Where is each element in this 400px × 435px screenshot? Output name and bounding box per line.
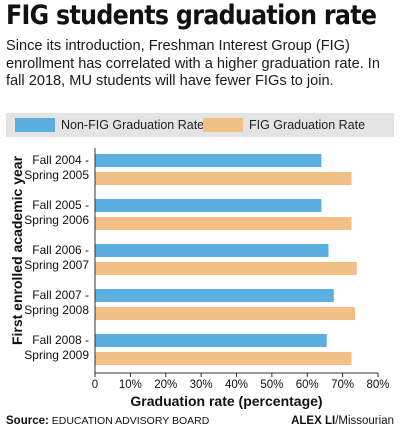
- bar-fig-1: [95, 217, 352, 230]
- page-subtitle: Since its introduction, Freshman Interes…: [6, 38, 380, 89]
- credit-outlet: /Missourian: [335, 415, 394, 427]
- category-label-0-1: Spring 2005: [24, 168, 89, 182]
- category-label-1-0: Fall 2005 -: [32, 198, 89, 212]
- source-note: Source: EDUCATION ADVISORY BOARD: [6, 415, 209, 427]
- bar-non-fig-3: [95, 289, 334, 302]
- source-label: Source:: [6, 415, 49, 427]
- category-label-2-0: Fall 2006 -: [32, 243, 89, 257]
- legend-swatch-non-fig: [15, 118, 55, 132]
- bar-non-fig-4: [95, 334, 327, 347]
- credit-note: ALEX LI/Missourian: [291, 415, 394, 427]
- legend-swatch-fig: [203, 118, 243, 132]
- bar-fig-3: [95, 307, 356, 320]
- legend-item-fig: FIG Graduation Rate: [203, 113, 365, 137]
- category-label-0-0: Fall 2004 -: [32, 153, 89, 167]
- category-label-3-1: Spring 2008: [24, 303, 89, 317]
- x-tick-label-3: 30%: [190, 379, 213, 391]
- x-tick-label-1: 10%: [119, 379, 142, 391]
- x-axis-label: Graduation rate (percentage): [130, 393, 322, 409]
- bar-fig-0: [95, 172, 352, 185]
- x-tick-label-2: 20%: [154, 379, 177, 391]
- credit-name: ALEX LI: [291, 415, 336, 427]
- category-label-4-0: Fall 2008 -: [32, 333, 89, 347]
- category-label-3-0: Fall 2007 -: [32, 288, 89, 302]
- legend-item-non-fig: Non-FIG Graduation Rate: [15, 113, 204, 137]
- legend: Non-FIG Graduation Rate FIG Graduation R…: [6, 113, 394, 137]
- bar-non-fig-1: [95, 199, 322, 212]
- x-tick-label-4: 40%: [225, 379, 248, 391]
- bar-non-fig-2: [95, 244, 329, 257]
- x-tick-label-7: 70%: [331, 379, 354, 391]
- page-title: FIG students graduation rate: [6, 0, 377, 31]
- bar-non-fig-0: [95, 154, 322, 167]
- source-name: EDUCATION ADVISORY BOARD: [51, 415, 210, 427]
- category-label-1-1: Spring 2006: [24, 213, 89, 227]
- x-tick-label-8: 80%: [366, 379, 389, 391]
- x-tick-label-6: 60%: [296, 379, 319, 391]
- legend-label-fig: FIG Graduation Rate: [249, 118, 366, 132]
- x-tick-label-5: 50%: [260, 379, 283, 391]
- category-label-4-1: Spring 2009: [24, 348, 89, 362]
- category-label-2-1: Spring 2007: [24, 258, 89, 272]
- bar-fig-2: [95, 262, 357, 275]
- x-tick-label-0: 0: [92, 379, 98, 391]
- y-axis-label: First enrolled academic year: [9, 155, 25, 345]
- legend-label-non-fig: Non-FIG Graduation Rate: [61, 118, 205, 132]
- bar-fig-4: [95, 352, 352, 365]
